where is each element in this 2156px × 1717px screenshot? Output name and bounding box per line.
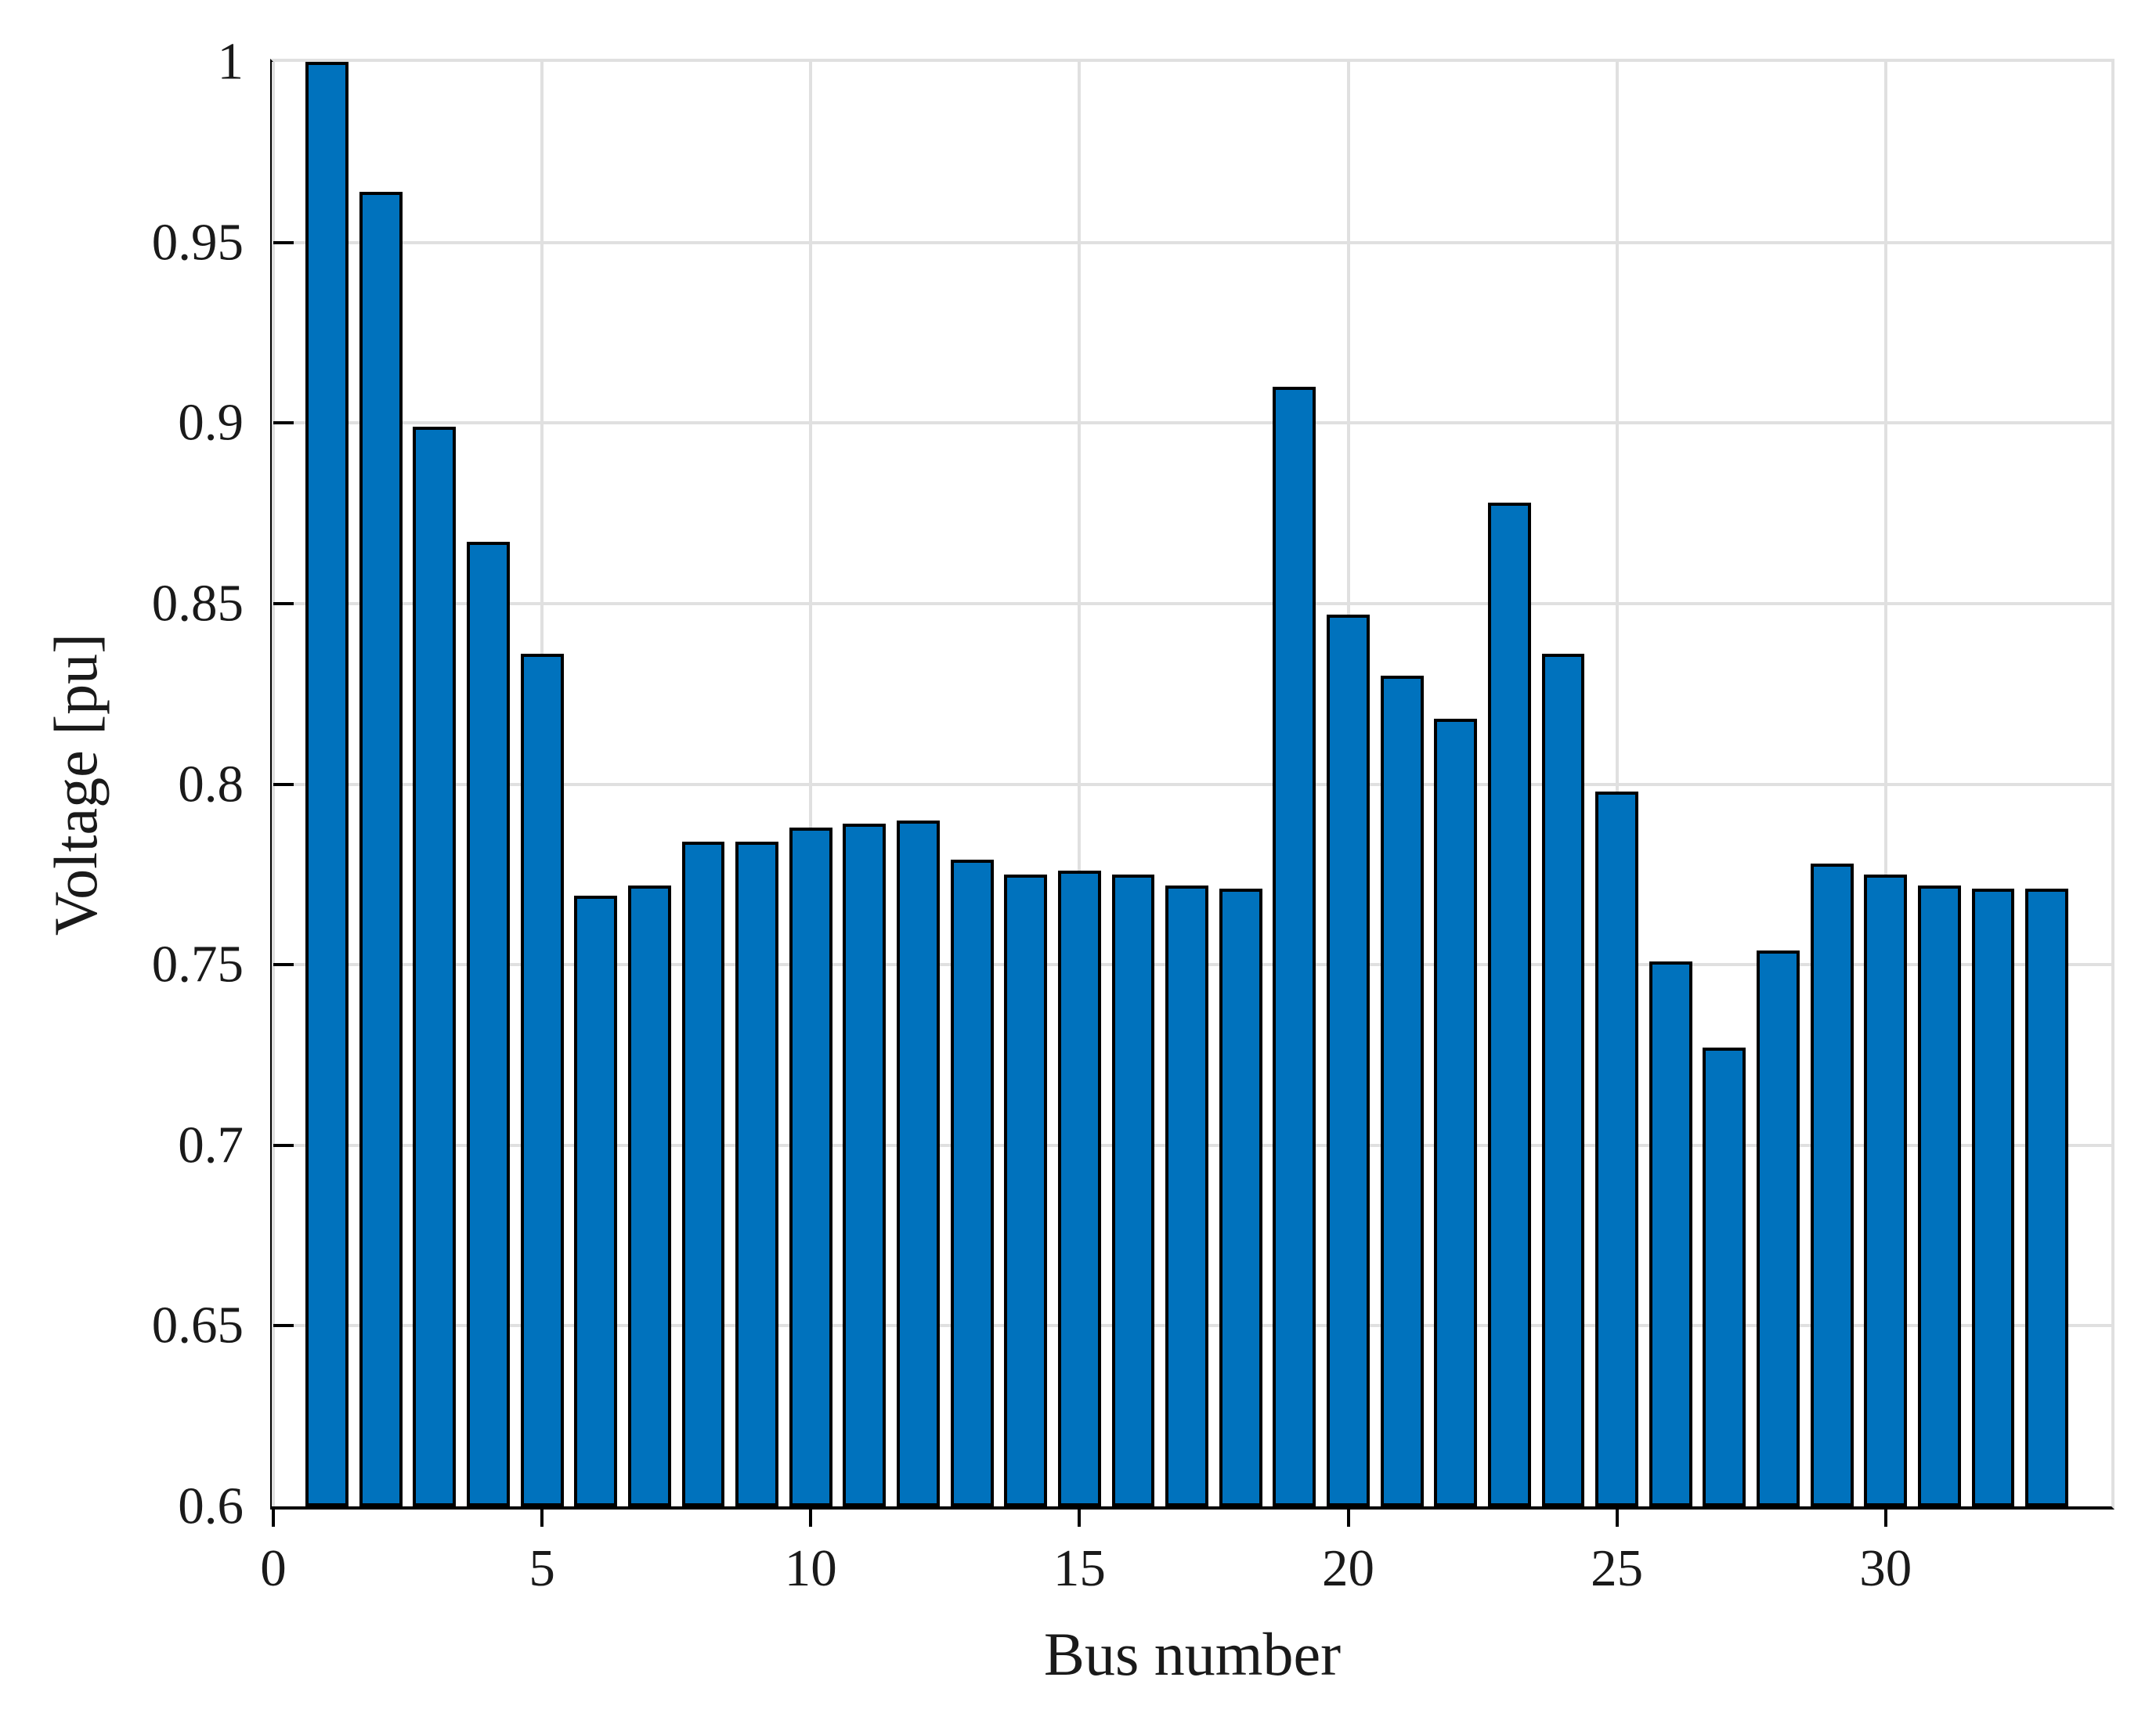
y-tick-0.65	[273, 1324, 294, 1328]
bar-bus-19	[1273, 387, 1316, 1506]
x-tick-15	[1078, 1510, 1082, 1527]
x-tick-label-30: 30	[1859, 1539, 1912, 1597]
bar-bus-24	[1541, 654, 1585, 1506]
bar-bus-18	[1219, 889, 1262, 1506]
y-tick-0.7	[273, 1143, 294, 1147]
bar-bus-8	[681, 842, 725, 1506]
y-tick-0.9	[273, 421, 294, 425]
bar-bus-2	[359, 192, 403, 1506]
x-gridline-30	[1883, 62, 1887, 1506]
y-gridline-0.9	[273, 421, 2111, 425]
x-tick-label-25: 25	[1591, 1539, 1644, 1597]
bar-bus-15	[1057, 871, 1101, 1506]
bar-bus-1	[305, 62, 349, 1506]
bar-bus-10	[789, 827, 832, 1506]
y-tick-label-0.9: 0.9	[178, 393, 244, 452]
x-tick-20	[1346, 1510, 1350, 1527]
bar-bus-6	[574, 896, 618, 1506]
y-tick-0.85	[273, 601, 294, 605]
bar-bus-17	[1165, 885, 1209, 1506]
bar-bus-16	[1111, 874, 1155, 1506]
bar-bus-14	[1004, 874, 1048, 1506]
x-tick-5	[540, 1510, 544, 1527]
x-tick-0	[272, 1510, 275, 1527]
y-tick-label-0.85: 0.85	[151, 574, 244, 633]
y-tick-label-0.65: 0.65	[151, 1296, 244, 1354]
x-gridline-15	[1078, 62, 1082, 1506]
y-tick-0.95	[273, 240, 294, 244]
bar-bus-32	[1971, 889, 2015, 1506]
bar-bus-4	[467, 542, 510, 1506]
bar-bus-12	[897, 820, 940, 1506]
bar-bus-20	[1327, 614, 1370, 1506]
y-gridline-0.85	[273, 601, 2111, 605]
x-tick-25	[1615, 1510, 1619, 1527]
y-tick-label-0.8: 0.8	[178, 755, 244, 813]
y-gridline-0.8	[273, 782, 2111, 786]
y-tick-0.75	[273, 963, 294, 967]
y-tick-label-1: 1	[217, 32, 244, 91]
x-tick-label-15: 15	[1053, 1539, 1106, 1597]
y-axis-label: Voltage [pu]	[42, 633, 110, 936]
bar-bus-3	[413, 426, 457, 1506]
bar-bus-33	[2025, 889, 2069, 1506]
x-tick-label-0: 0	[260, 1539, 287, 1597]
y-tick-label-0.6: 0.6	[178, 1477, 244, 1535]
bar-bus-28	[1757, 950, 1800, 1506]
y-tick-label-0.95: 0.95	[151, 213, 244, 272]
plot-area: Bus number Voltage [pu] 0.6 0.65 0.7 0.75 0.…	[42, 35, 2114, 1685]
bar-bus-5	[520, 654, 564, 1506]
bar-bus-26	[1649, 961, 1692, 1506]
bar-bus-31	[1917, 885, 1961, 1506]
bar-bus-27	[1703, 1048, 1746, 1506]
y-tick-label-0.75: 0.75	[151, 935, 244, 994]
x-axis-label: Bus number	[1043, 1620, 1342, 1688]
x-tick-label-20: 20	[1322, 1539, 1374, 1597]
y-tick-0.8	[273, 782, 294, 786]
x-gridline-10	[809, 62, 813, 1506]
bar-bus-23	[1487, 502, 1531, 1506]
x-tick-label-5: 5	[529, 1539, 555, 1597]
bar-bus-29	[1810, 863, 1854, 1506]
bar-bus-9	[735, 842, 779, 1506]
y-tick-label-0.7: 0.7	[178, 1116, 244, 1174]
x-tick-10	[809, 1510, 813, 1527]
bar-bus-30	[1864, 874, 1908, 1506]
y-gridline-0.95	[273, 240, 2111, 244]
x-tick-label-10: 10	[784, 1539, 837, 1597]
x-gridline-25	[1615, 62, 1619, 1506]
bar-bus-25	[1595, 791, 1639, 1506]
bar-bus-21	[1380, 676, 1424, 1506]
bar-bus-7	[627, 885, 671, 1506]
bar-bus-22	[1434, 719, 1478, 1506]
x-tick-30	[1883, 1510, 1887, 1527]
bar-bus-11	[843, 824, 887, 1506]
bar-bus-13	[950, 860, 994, 1506]
